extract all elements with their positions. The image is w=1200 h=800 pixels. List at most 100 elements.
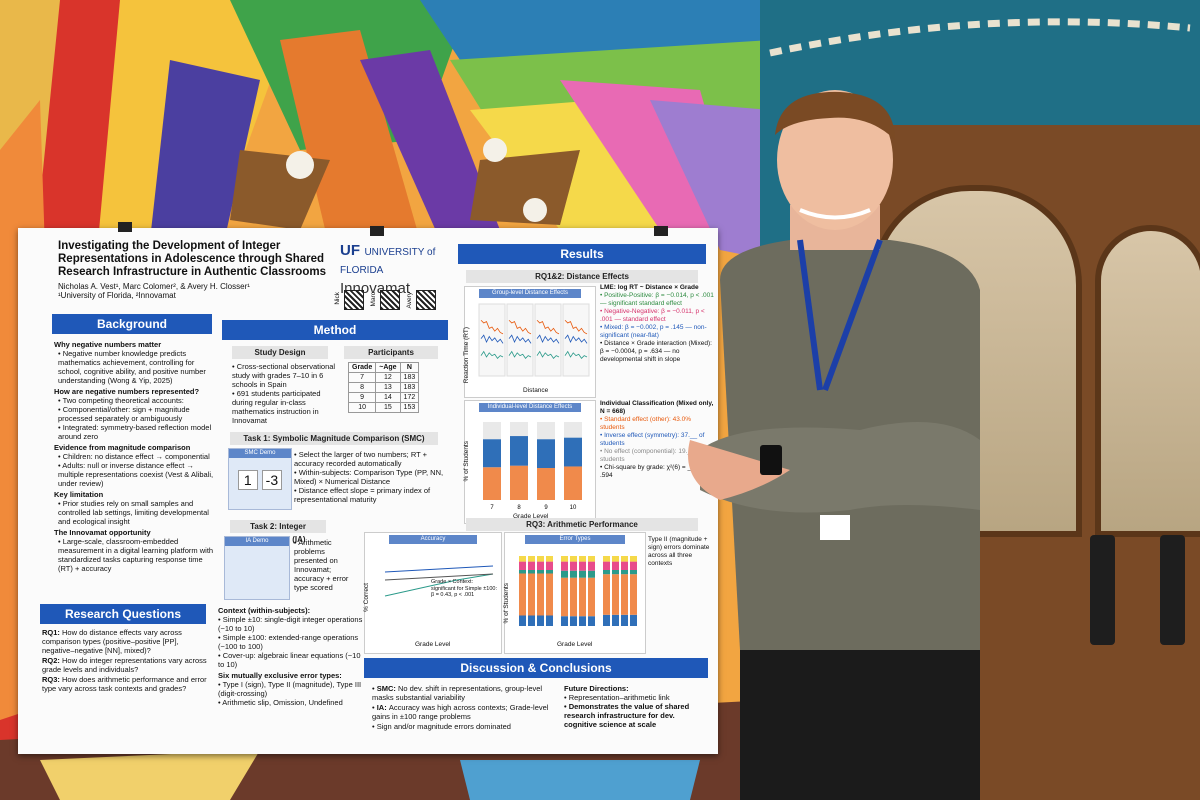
background-subheading: Evidence from magnitude comparison <box>54 443 191 452</box>
error-bar-segment <box>519 573 526 616</box>
participants-row: 8 13 183 <box>347 382 420 393</box>
error-bar-segment <box>630 574 637 615</box>
qr-code-avery[interactable] <box>416 290 436 310</box>
rq12-title: RQ1&2: Distance Effects <box>466 270 698 283</box>
context-bullet: • Simple ±10: single-digit integer opera… <box>218 615 363 633</box>
error-bar-segment <box>621 556 628 562</box>
group-chart-title: Group-level Distance Effects <box>479 289 581 298</box>
participants-header-cell: Grade <box>347 362 377 373</box>
error-bar-segment <box>588 616 595 626</box>
rq-label: RQ1: <box>42 628 60 637</box>
research-questions-text: RQ1: How do distance effects vary across… <box>42 628 212 694</box>
poster-title: Investigating the Development of Integer… <box>58 240 326 278</box>
error-bar-segment <box>621 574 628 615</box>
task1-text: • Select the larger of two numbers; RT +… <box>294 450 444 504</box>
future-bullet: • Representation–arithmetic link <box>564 693 670 702</box>
participants-cell: 12 <box>375 372 401 383</box>
discussion-bullet: • IA: Accuracy was high across contexts;… <box>372 703 552 721</box>
classification-bullet: • Standard effect (other): 43.0% student… <box>600 416 692 431</box>
classification-title: Individual Classification (Mixed only, N… <box>600 400 714 415</box>
error-chart-plot <box>519 556 637 626</box>
error-bar-segment <box>519 556 526 562</box>
poster-authors: Nicholas A. Vest¹, Marc Colomer², & Aver… <box>58 282 348 300</box>
background-subheading: How are negative numbers represented? <box>54 387 200 396</box>
university-logo: UF UNIVERSITY of FLORIDA Innovamat <box>340 242 440 297</box>
participants-cell: 9 <box>347 392 377 403</box>
group-series-line-positive <box>508 319 532 335</box>
background-bullet: • Negative number knowledge predicts mat… <box>58 349 206 385</box>
lme-title: LME: log RT ~ Distance × Grade <box>600 284 699 291</box>
group-chart-plot <box>478 303 590 377</box>
rq3-title: RQ3: Arithmetic Performance <box>466 518 698 531</box>
error-bar-segment <box>537 556 544 562</box>
error-bar-segment <box>612 574 619 615</box>
individual-bar-segment <box>510 465 528 500</box>
individual-bar-segment <box>483 422 501 440</box>
accuracy-chart-xlabel: Grade Level <box>415 641 451 648</box>
background-bullet: • Prior studies rely on small samples an… <box>58 499 209 526</box>
individual-bar-segment <box>510 436 528 466</box>
context-bullet: • Simple ±100: extended-range operations… <box>218 633 359 651</box>
individual-bar-segment <box>483 467 501 500</box>
individual-bar-segment <box>564 437 582 467</box>
individual-chart-plot: 7 8 9 10 <box>483 422 582 511</box>
results-header: Results <box>458 244 706 264</box>
group-series-line-mixed <box>480 350 504 359</box>
participants-cell: 10 <box>347 402 377 413</box>
participants-cell: 15 <box>375 402 401 413</box>
error-bar-segment <box>537 561 544 570</box>
errors-bullet: • Type I (sign), Type II (magnitude), Ty… <box>218 680 362 698</box>
participants-cell: 8 <box>347 382 377 393</box>
participants-cell: 172 <box>399 392 420 403</box>
task2-title: Task 2: Integer Arithmetic (IA) <box>230 520 326 544</box>
participants-header-cell: N <box>399 362 420 373</box>
classification-bullet: • No effect (componential): 19.__ studen… <box>600 448 695 463</box>
discussion-bullet: • SMC: No dev. shift in representations,… <box>372 684 552 702</box>
error-bar-segment <box>621 570 628 575</box>
error-bar-segment <box>630 561 637 570</box>
task1-bullet: • Within-subjects: Comparison Type (PP, … <box>294 468 444 486</box>
participants-header-row: Grade ~Age N <box>347 362 420 373</box>
group-series-line-mixed <box>536 350 560 359</box>
uf-logo-text: UNIVERSITY of FLORIDA <box>340 247 436 276</box>
individual-bar-segment <box>537 422 555 440</box>
group-series-line-positive <box>564 319 588 335</box>
classification-bullet: • Chi-square by grade: χ²(6) = __, p = .… <box>600 464 708 479</box>
participants-row: 7 12 183 <box>347 372 420 383</box>
task2-text: • Arithmetic problems presented on Innov… <box>294 538 354 592</box>
classification-text: Individual Classification (Mixed only, N… <box>600 400 714 480</box>
error-bar-segment <box>603 570 610 575</box>
presenter-person <box>688 90 980 800</box>
qr-code-marc[interactable] <box>380 290 400 310</box>
error-bar-segment <box>546 556 553 562</box>
participants-cell: 153 <box>399 402 420 413</box>
error-types-chart: Error Types % of Students Grade Level <box>503 532 646 654</box>
participants-row: 9 14 172 <box>347 392 420 403</box>
accuracy-series-line <box>384 565 494 573</box>
participants-table: Grade ~Age N 7 12 183 8 13 183 9 14 172 10 15 153 <box>347 362 420 413</box>
research-questions-header: Research Questions <box>40 604 206 624</box>
rq-label: RQ3: <box>42 675 60 684</box>
classification-bullet: • Inverse effect (symmetry): 37.__ of st… <box>600 432 705 447</box>
task1-bullet: • Distance effect slope = primary index … <box>294 486 431 504</box>
research-question: RQ1: How do distance effects vary across… <box>42 628 212 655</box>
error-bar-segment <box>603 561 610 570</box>
error-bar-segment <box>537 615 544 626</box>
background-text: Why negative numbers matter • Negative nu… <box>54 338 214 573</box>
discussion-text: Accuracy was high across contexts; Grade… <box>372 703 549 721</box>
qr-code-nick[interactable] <box>344 290 364 310</box>
context-title: Context (within-subjects): <box>218 606 311 615</box>
error-bar-segment <box>570 556 577 562</box>
error-bar-segment <box>603 556 610 562</box>
error-bar-segment <box>570 561 577 571</box>
error-bar-segment <box>579 577 586 617</box>
error-bar-segment <box>528 556 535 562</box>
error-bar-segment <box>630 570 637 575</box>
participants-row: 10 15 153 <box>347 402 420 413</box>
error-bar-segment <box>588 556 595 562</box>
door-handle-left <box>1090 535 1115 645</box>
discussion-header: Discussion & Conclusions <box>364 658 708 678</box>
error-bar-segment <box>570 616 577 626</box>
error-bar-segment <box>612 614 619 626</box>
participants-cell: 183 <box>399 372 420 383</box>
